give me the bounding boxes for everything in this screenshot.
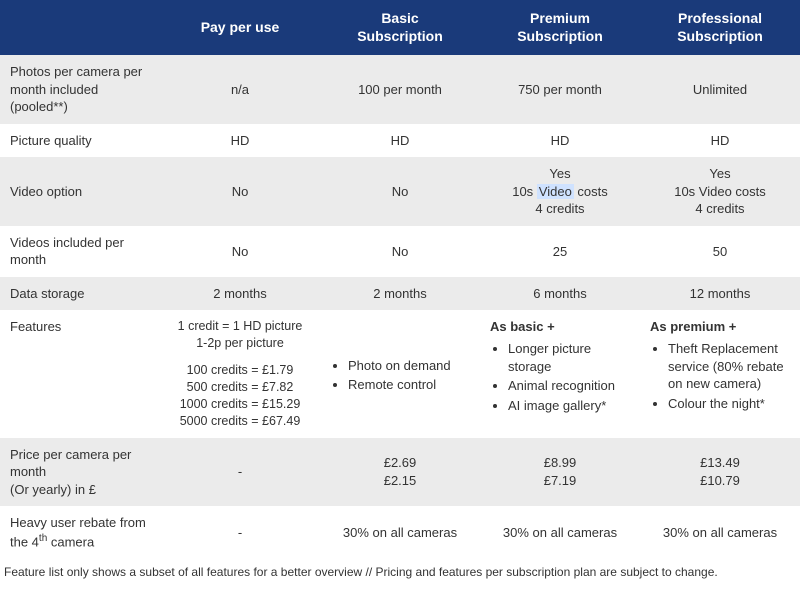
cell-premium: As basic + Longer picture storage Animal… [480,310,640,437]
cell-premium: 25 [480,226,640,277]
cell-basic: 30% on all cameras [320,506,480,558]
cell-ppu: - [160,438,320,507]
cell-ppu: - [160,506,320,558]
cell-basic: Photo on demand Remote control [320,310,480,437]
row-label: Video option [0,157,160,226]
row-label: Price per camera per month (Or yearly) i… [0,438,160,507]
rebate-label-sup: th [39,533,47,544]
feature-lead: As basic + [490,318,630,336]
cell-basic: 100 per month [320,55,480,124]
row-label: Heavy user rebate from the 4th camera [0,506,160,558]
row-rebate: Heavy user rebate from the 4th camera - … [0,506,800,558]
feature-item: Longer picture storage [508,340,630,375]
ppu-line2: 1-2p per picture [170,335,310,352]
cell-basic: 2 months [320,277,480,311]
cell-professional: 12 months [640,277,800,311]
row-quality: Picture quality HD HD HD HD [0,124,800,158]
ppu-price-1: 100 credits = £1.79 [170,362,310,379]
cell-basic: No [320,226,480,277]
cell-professional: As premium + Theft Replacement service (… [640,310,800,437]
row-storage: Data storage 2 months 2 months 6 months … [0,277,800,311]
feature-item: Remote control [348,376,470,394]
video-pre: 10s [512,184,537,199]
feature-item: AI image gallery* [508,397,630,415]
feature-lead: As premium + [650,318,790,336]
cell-ppu: No [160,157,320,226]
row-label: Videos included per month [0,226,160,277]
row-label: Picture quality [0,124,160,158]
row-photos: Photos per camera per month included (po… [0,55,800,124]
pricing-table: Pay per use Basic Subscription Premium S… [0,0,800,559]
ppu-price-4: 5000 credits = £67.49 [170,413,310,430]
cell-premium: Yes 10s Video costs 4 credits [480,157,640,226]
cell-ppu: 1 credit = 1 HD picture 1-2p per picture… [160,310,320,437]
video-post: costs [574,184,608,199]
cell-premium: £8.99 £7.19 [480,438,640,507]
cell-basic: £2.69 £2.15 [320,438,480,507]
header-blank [0,0,160,55]
cell-professional: Yes 10s Video costs 4 credits [640,157,800,226]
footnote: Feature list only shows a subset of all … [0,559,800,591]
ppu-price-2: 500 credits = £7.82 [170,379,310,396]
cell-ppu: No [160,226,320,277]
table-header-row: Pay per use Basic Subscription Premium S… [0,0,800,55]
cell-professional: HD [640,124,800,158]
row-features: Features 1 credit = 1 HD picture 1-2p pe… [0,310,800,437]
cell-ppu: n/a [160,55,320,124]
feature-item: Photo on demand [348,357,470,375]
row-price: Price per camera per month (Or yearly) i… [0,438,800,507]
feature-item: Theft Replacement service (80% rebate on… [668,340,790,393]
cell-professional: 50 [640,226,800,277]
video-credits: 4 credits [535,201,584,216]
row-label: Photos per camera per month included (po… [0,55,160,124]
cell-premium: 6 months [480,277,640,311]
row-label: Data storage [0,277,160,311]
cell-basic: No [320,157,480,226]
cell-ppu: HD [160,124,320,158]
header-basic: Basic Subscription [320,0,480,55]
cell-professional: Unlimited [640,55,800,124]
row-video: Video option No No Yes 10s Video costs 4… [0,157,800,226]
row-label: Features [0,310,160,437]
cell-basic: HD [320,124,480,158]
ppu-line1: 1 credit = 1 HD picture [170,318,310,335]
header-professional: Professional Subscription [640,0,800,55]
cell-premium: HD [480,124,640,158]
video-highlight: Video [537,184,574,199]
cell-professional: 30% on all cameras [640,506,800,558]
feature-item: Colour the night* [668,395,790,413]
cell-ppu: 2 months [160,277,320,311]
rebate-label-post: camera [47,534,94,549]
cell-premium: 750 per month [480,55,640,124]
row-videos-included: Videos included per month No No 25 50 [0,226,800,277]
video-yes: Yes [549,166,570,181]
header-pay-per-use: Pay per use [160,0,320,55]
header-premium: Premium Subscription [480,0,640,55]
cell-professional: £13.49 £10.79 [640,438,800,507]
ppu-price-3: 1000 credits = £15.29 [170,396,310,413]
feature-item: Animal recognition [508,377,630,395]
cell-premium: 30% on all cameras [480,506,640,558]
